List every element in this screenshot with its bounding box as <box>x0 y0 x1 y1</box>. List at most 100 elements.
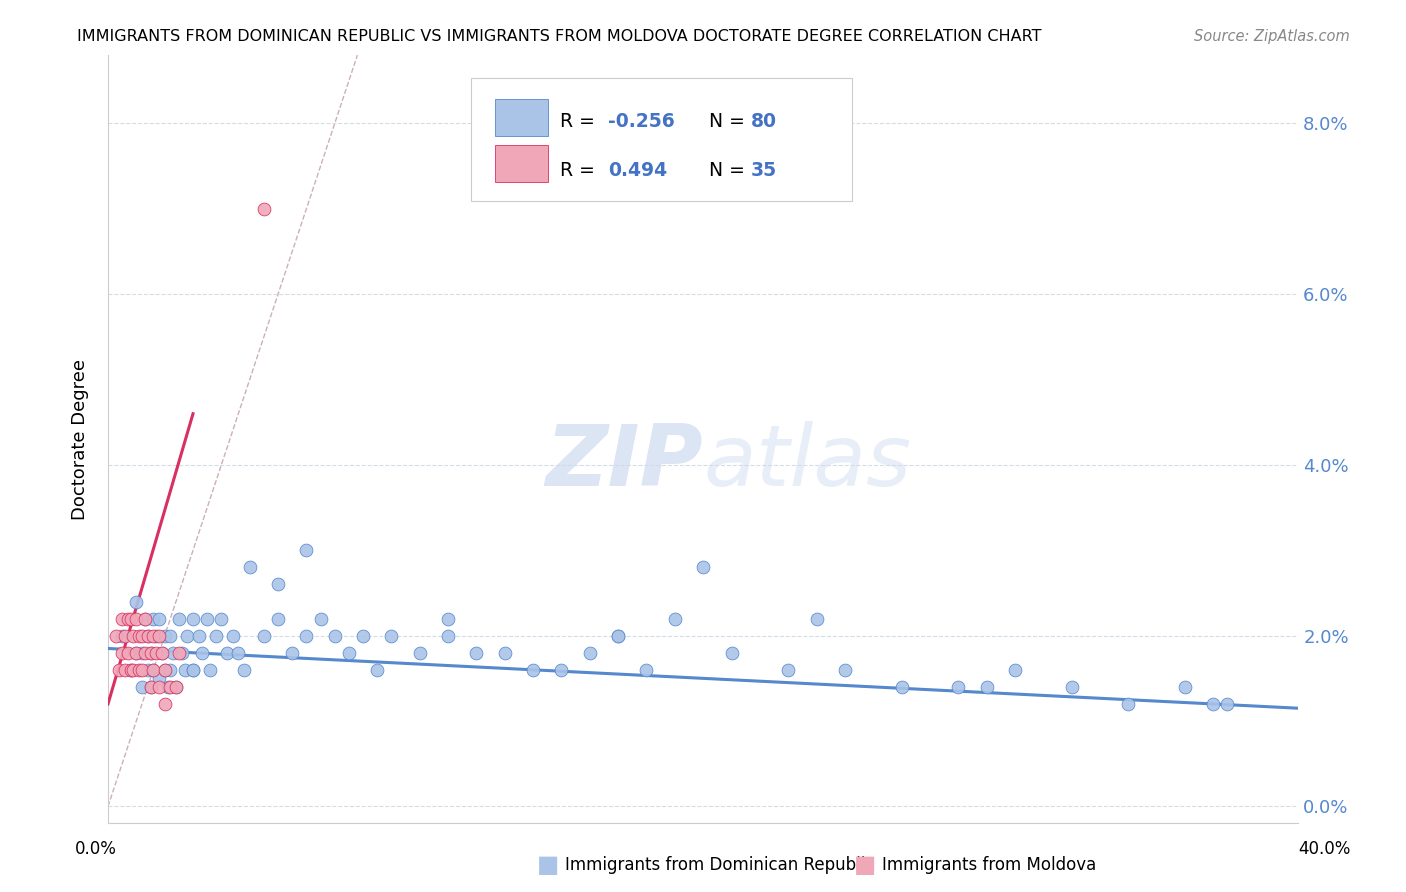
Point <box>139 646 162 660</box>
Point <box>190 646 212 660</box>
Point <box>176 629 198 643</box>
Point <box>165 680 187 694</box>
Point <box>148 671 170 685</box>
Point <box>131 663 153 677</box>
Point <box>607 629 630 643</box>
FancyBboxPatch shape <box>495 99 548 136</box>
Point <box>145 646 167 660</box>
Point <box>134 646 156 660</box>
Point <box>111 646 134 660</box>
Point <box>162 646 184 660</box>
Point <box>1116 697 1139 711</box>
Point <box>148 611 170 625</box>
Point <box>976 680 998 694</box>
Point <box>153 663 176 677</box>
Point <box>366 663 388 677</box>
Point <box>150 646 173 660</box>
Point <box>150 646 173 660</box>
Point <box>1174 680 1197 694</box>
Point <box>122 629 145 643</box>
Point <box>607 629 630 643</box>
Point <box>159 663 181 677</box>
Point <box>181 663 204 677</box>
Text: Immigrants from Dominican Republic: Immigrants from Dominican Republic <box>565 856 875 874</box>
Point <box>153 663 176 677</box>
Point <box>437 611 460 625</box>
Point <box>134 611 156 625</box>
Point <box>295 543 318 558</box>
Text: ■: ■ <box>537 854 560 877</box>
Point <box>136 629 159 643</box>
Point <box>170 646 193 660</box>
Point <box>215 646 238 660</box>
Point <box>550 663 572 677</box>
Point <box>131 680 153 694</box>
Point <box>1060 680 1083 694</box>
Point <box>128 629 150 643</box>
Point <box>267 611 290 625</box>
Point <box>153 629 176 643</box>
Point <box>209 611 232 625</box>
Text: N =: N = <box>697 161 751 180</box>
Text: 35: 35 <box>751 161 778 180</box>
Point <box>122 663 145 677</box>
Text: Immigrants from Moldova: Immigrants from Moldova <box>882 856 1095 874</box>
Point <box>139 680 162 694</box>
Point <box>380 629 402 643</box>
Point <box>295 629 318 643</box>
Point <box>664 611 686 625</box>
Point <box>108 663 131 677</box>
Point <box>948 680 970 694</box>
Point <box>1004 663 1026 677</box>
Text: R =: R = <box>561 112 602 131</box>
Point <box>153 697 176 711</box>
Text: -0.256: -0.256 <box>607 112 675 131</box>
Point <box>253 629 276 643</box>
Point <box>142 629 165 643</box>
Point <box>228 646 250 660</box>
Text: ■: ■ <box>853 854 876 877</box>
Point <box>692 560 714 574</box>
Point <box>159 629 181 643</box>
Point <box>636 663 658 677</box>
Point <box>111 629 134 643</box>
Point <box>309 611 332 625</box>
Point <box>105 629 128 643</box>
Point <box>159 680 181 694</box>
Point <box>120 663 142 677</box>
Point <box>187 629 209 643</box>
Point <box>167 646 190 660</box>
Text: R =: R = <box>561 161 607 180</box>
Point <box>181 611 204 625</box>
Point <box>139 646 162 660</box>
Point <box>165 680 187 694</box>
Point <box>323 629 346 643</box>
Point <box>148 629 170 643</box>
Text: Source: ZipAtlas.com: Source: ZipAtlas.com <box>1194 29 1350 45</box>
Text: 80: 80 <box>751 112 776 131</box>
Point <box>1216 697 1239 711</box>
Point <box>148 680 170 694</box>
Point <box>114 663 136 677</box>
Point <box>120 663 142 677</box>
Point <box>156 680 179 694</box>
Point <box>233 663 256 677</box>
Point <box>111 611 134 625</box>
Point <box>125 594 148 608</box>
Text: 0.494: 0.494 <box>607 161 666 180</box>
Text: IMMIGRANTS FROM DOMINICAN REPUBLIC VS IMMIGRANTS FROM MOLDOVA DOCTORATE DEGREE C: IMMIGRANTS FROM DOMINICAN REPUBLIC VS IM… <box>77 29 1042 45</box>
Point <box>578 646 600 660</box>
Point <box>117 611 139 625</box>
Point <box>195 611 218 625</box>
Point <box>142 663 165 677</box>
Point <box>522 663 544 677</box>
Point <box>337 646 360 660</box>
Point <box>136 629 159 643</box>
Point <box>142 663 165 677</box>
Point <box>128 663 150 677</box>
Point <box>136 663 159 677</box>
Text: 40.0%: 40.0% <box>1298 840 1351 858</box>
Point <box>125 611 148 625</box>
Point <box>281 646 304 660</box>
Point <box>1202 697 1225 711</box>
